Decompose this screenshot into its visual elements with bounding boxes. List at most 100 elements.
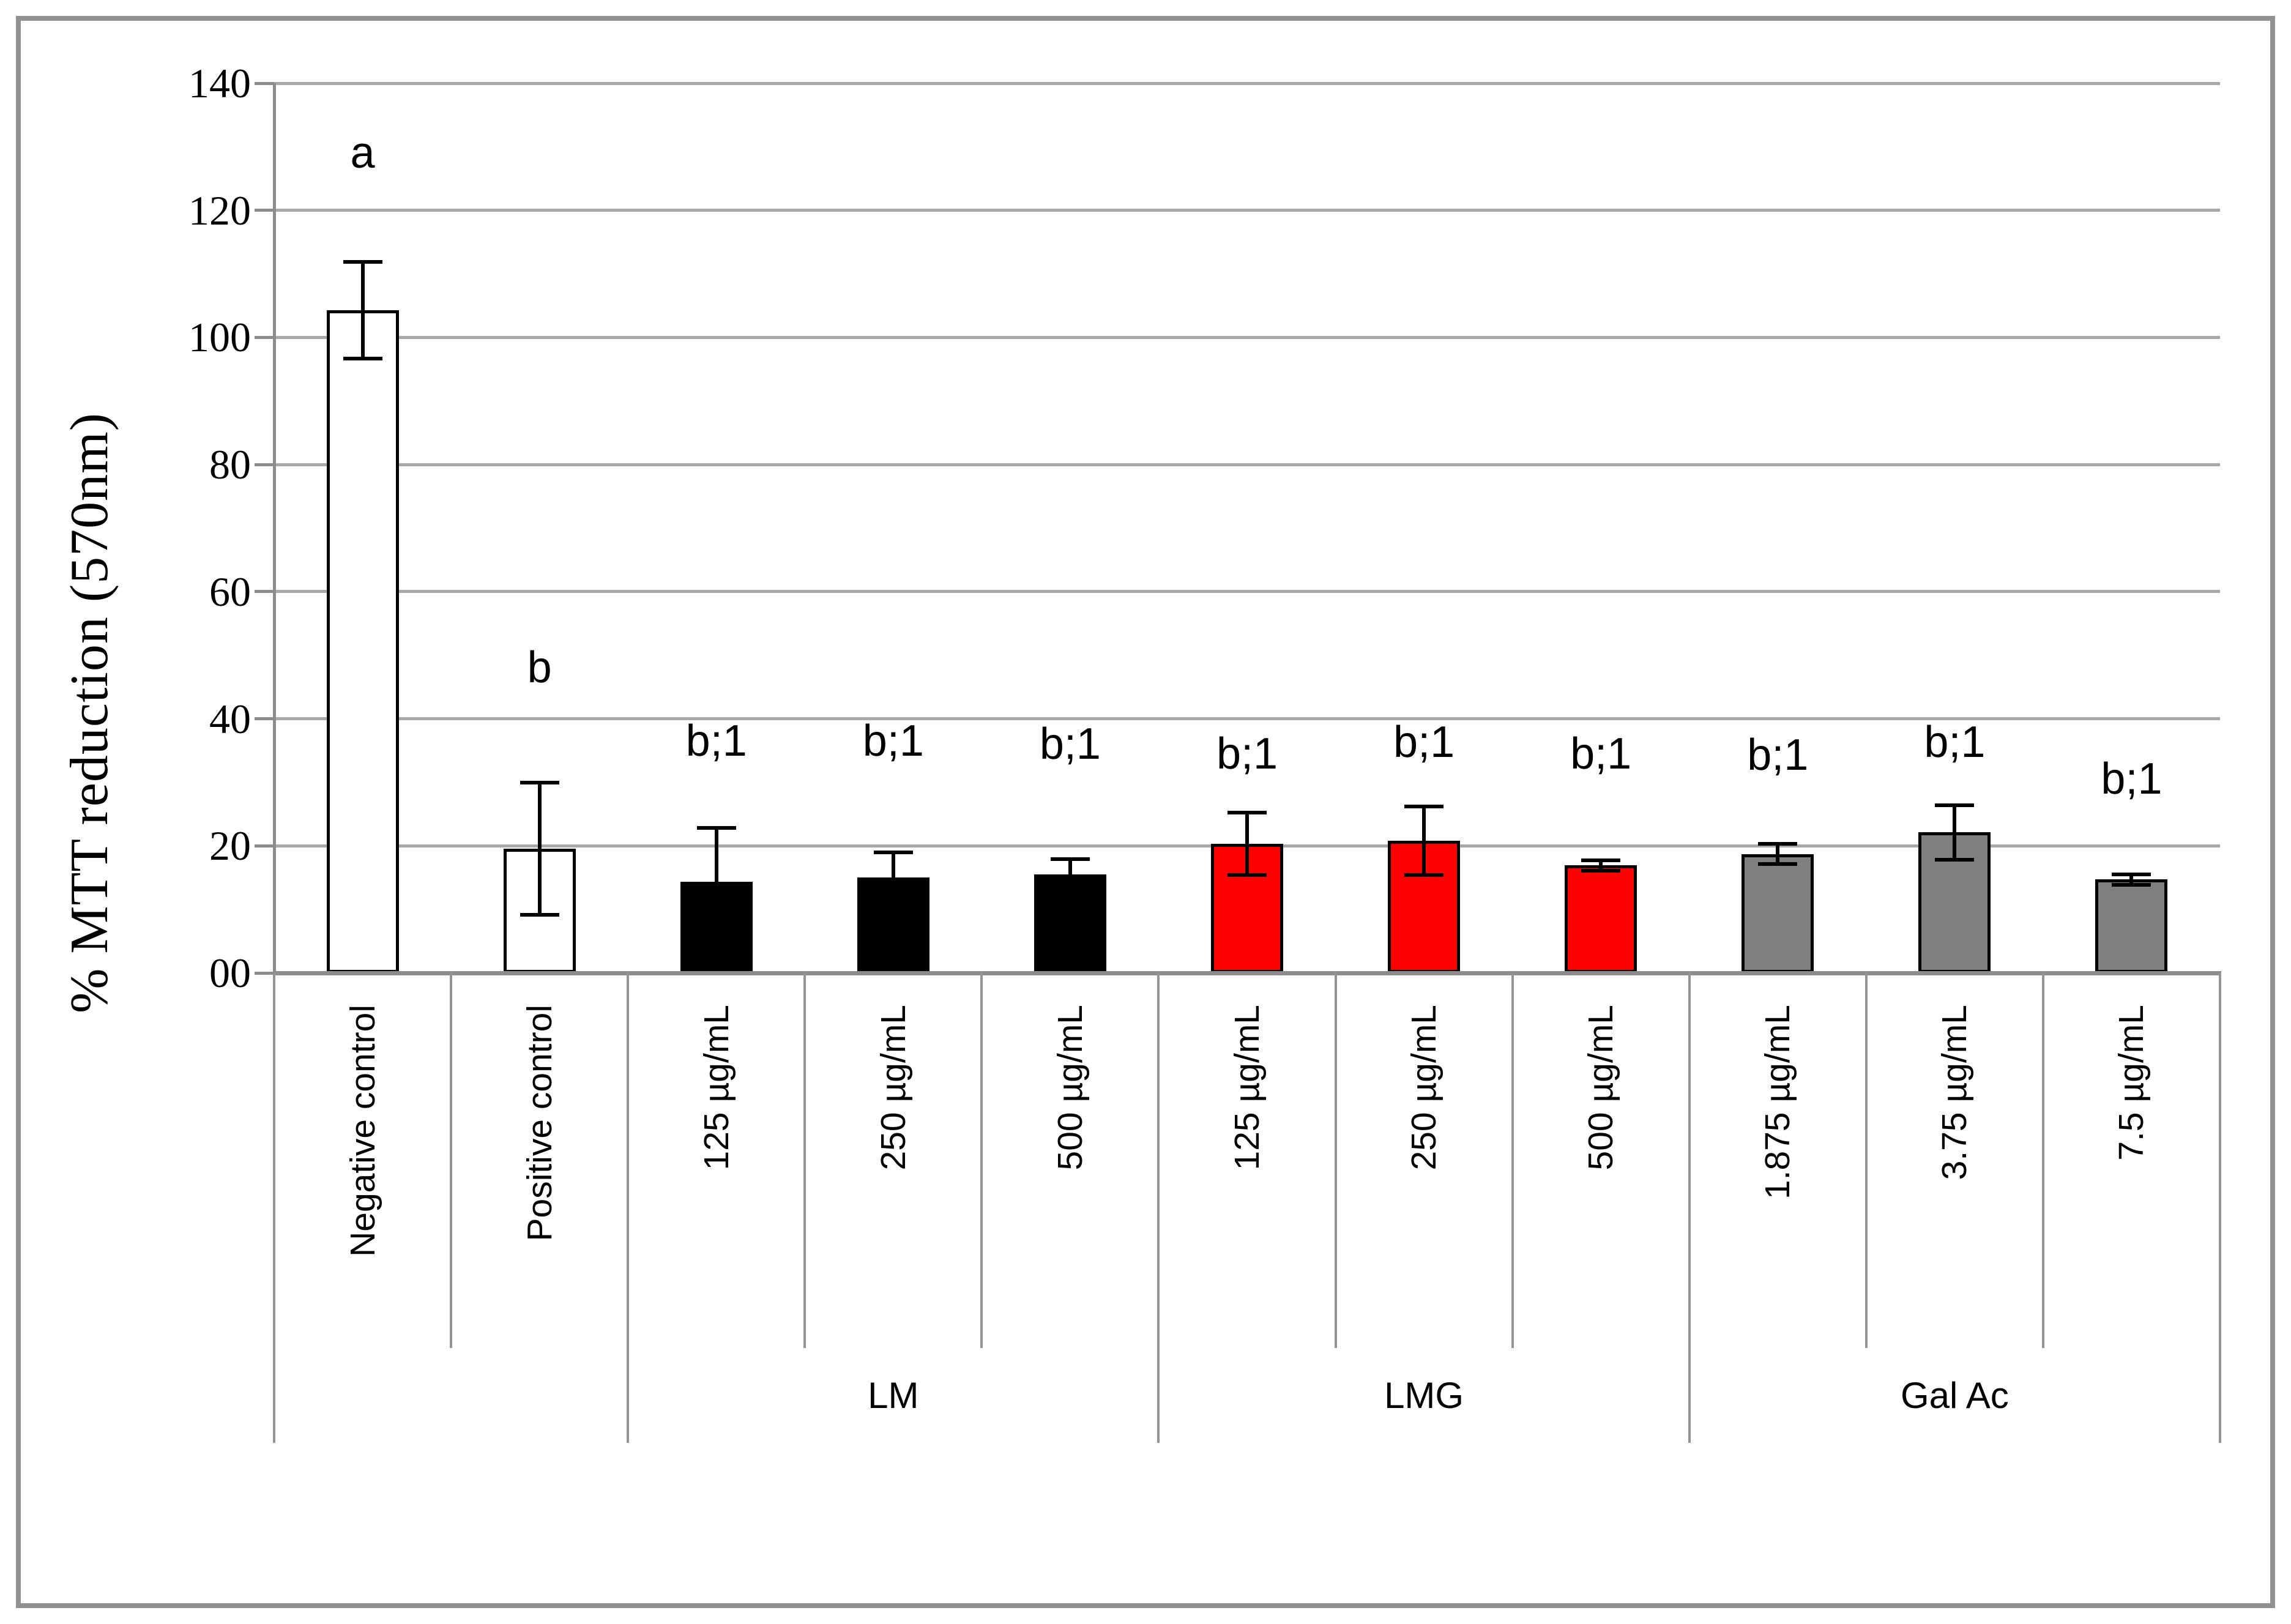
tier2-separator-2	[627, 1348, 630, 1443]
errorbar-cap-top-lmg-125-g-ml	[1227, 811, 1267, 815]
y-tick-mark-140	[255, 81, 274, 85]
category-label-lmg-250-g-ml: 250 µg/mL	[1404, 1005, 1444, 1171]
y-tick-mark-20	[255, 844, 274, 847]
errorbar-line-positive-control	[537, 783, 542, 915]
category-label-lm-500-g-ml: 500 µg/mL	[1050, 1005, 1090, 1171]
tier1-separator-9	[1864, 973, 1868, 1348]
errorbar-cap-top-lm-500-g-ml	[1050, 857, 1090, 862]
tier2-separator-5	[1157, 1348, 1160, 1443]
annotation-gal-ac-1.875-g-ml: b;1	[1747, 730, 1809, 780]
y-tick-label-00: 00	[209, 950, 251, 996]
errorbar-cap-top-lm-125-g-ml	[696, 826, 736, 830]
annotation-negative-control: a	[350, 129, 375, 178]
group-label-gal-ac: Gal Ac	[1900, 1374, 2009, 1416]
errorbar-cap-top-positive-control	[520, 781, 559, 785]
tier1-separator-0	[273, 973, 275, 1348]
tier1-separator-4	[980, 973, 983, 1348]
annotation-lm-250-g-ml: b;1	[862, 716, 924, 765]
gridline-80	[274, 463, 2220, 466]
y-tick-label-120: 120	[188, 187, 251, 234]
category-label-negative-control: Negative control	[343, 1005, 382, 1257]
errorbar-line-lmg-250-g-ml	[1422, 806, 1426, 876]
y-tick-mark-80	[255, 463, 274, 466]
tier1-separator-10	[2041, 973, 2044, 1348]
errorbar-cap-bottom-gal-ac-7.5-g-ml	[2112, 882, 2151, 887]
bar-negative-control	[326, 310, 399, 973]
annotation-lm-125-g-ml: b;1	[685, 716, 747, 765]
errorbar-line-lmg-125-g-ml	[1245, 813, 1249, 876]
errorbar-cap-bottom-gal-ac-1.875-g-ml	[1758, 862, 1798, 866]
tier1-separator-8	[1688, 973, 1691, 1348]
bar-gal-ac-1.875-g-ml	[1742, 854, 1814, 973]
y-tick-label-40: 40	[209, 695, 251, 742]
tier1-separator-11	[2219, 973, 2221, 1348]
errorbar-line-lmg-500-g-ml	[1599, 860, 1603, 871]
errorbar-cap-top-gal-ac-1.875-g-ml	[1758, 842, 1798, 846]
group-label-lm: LM	[868, 1374, 919, 1416]
errorbar-cap-top-lmg-500-g-ml	[1581, 859, 1621, 863]
y-tick-label-100: 100	[188, 314, 251, 361]
errorbar-line-gal-ac-7.5-g-ml	[2129, 874, 2134, 885]
gridline-40	[274, 717, 2220, 721]
y-tick-label-140: 140	[188, 60, 251, 106]
y-tick-mark-60	[255, 590, 274, 594]
y-tick-mark-00	[255, 971, 274, 975]
tier1-separator-5	[1157, 973, 1160, 1348]
errorbar-line-lm-500-g-ml	[1068, 859, 1072, 890]
tier1-separator-6	[1334, 973, 1337, 1348]
errorbar-cap-bottom-lmg-500-g-ml	[1581, 868, 1621, 873]
errorbar-cap-bottom-positive-control	[520, 913, 559, 917]
errorbar-cap-top-lmg-250-g-ml	[1404, 804, 1444, 808]
category-label-lm-125-g-ml: 125 µg/mL	[696, 1005, 736, 1171]
category-label-lmg-125-g-ml: 125 µg/mL	[1227, 1005, 1267, 1171]
errorbar-cap-top-gal-ac-3.75-g-ml	[1935, 803, 1975, 807]
tier2-separator-8	[1688, 1348, 1691, 1443]
tier1-separator-1	[450, 973, 453, 1348]
tier2-separator-0	[273, 1348, 275, 1443]
category-label-lm-250-g-ml: 250 µg/mL	[873, 1005, 913, 1171]
errorbar-cap-bottom-lm-125-g-ml	[696, 934, 736, 938]
y-axis-line	[273, 83, 276, 973]
gridline-120	[274, 209, 2220, 212]
y-tick-label-20: 20	[209, 822, 251, 870]
y-tick-mark-120	[255, 209, 274, 212]
gridline-60	[274, 590, 2220, 594]
annotation-lmg-500-g-ml: b;1	[1570, 729, 1632, 778]
gridline-140	[274, 81, 2220, 85]
category-label-lmg-500-g-ml: 500 µg/mL	[1581, 1005, 1621, 1171]
tier1-separator-3	[803, 973, 807, 1348]
annotation-lm-500-g-ml: b;1	[1039, 720, 1101, 769]
category-label-gal-ac-7.5-g-ml: 7.5 µg/mL	[2112, 1005, 2151, 1161]
x-axis-line	[273, 971, 2221, 975]
gridline-100	[274, 335, 2220, 339]
y-tick-label-80: 80	[209, 441, 251, 488]
annotation-positive-control: b	[527, 643, 552, 693]
bar-lmg-500-g-ml	[1565, 865, 1637, 973]
category-label-positive-control: Positive control	[520, 1005, 559, 1242]
errorbar-cap-bottom-lm-500-g-ml	[1050, 887, 1090, 892]
errorbar-cap-top-lm-250-g-ml	[873, 850, 913, 854]
figure-border	[16, 16, 2275, 1608]
errorbar-line-negative-control	[360, 261, 365, 359]
y-tick-mark-40	[255, 717, 274, 721]
errorbar-cap-bottom-gal-ac-3.75-g-ml	[1935, 858, 1975, 862]
tier2-separator-11	[2219, 1348, 2221, 1443]
errorbar-cap-bottom-lmg-125-g-ml	[1227, 873, 1267, 877]
errorbar-line-lm-250-g-ml	[891, 852, 895, 903]
annotation-gal-ac-7.5-g-ml: b;1	[2101, 754, 2162, 804]
tier1-separator-7	[1511, 973, 1514, 1348]
errorbar-cap-bottom-lmg-250-g-ml	[1404, 873, 1444, 877]
annotation-lmg-125-g-ml: b;1	[1216, 729, 1278, 778]
tier1-separator-2	[627, 973, 630, 1348]
category-label-gal-ac-1.875-g-ml: 1.875 µg/mL	[1758, 1005, 1798, 1200]
errorbar-line-gal-ac-3.75-g-ml	[1953, 805, 1957, 860]
annotation-lmg-250-g-ml: b;1	[1393, 717, 1455, 767]
category-label-gal-ac-3.75-g-ml: 3.75 µg/mL	[1935, 1005, 1975, 1180]
errorbar-cap-bottom-negative-control	[343, 356, 382, 360]
errorbar-cap-top-negative-control	[343, 259, 382, 264]
errorbar-cap-bottom-lm-250-g-ml	[873, 901, 913, 905]
errorbar-line-gal-ac-1.875-g-ml	[1776, 844, 1780, 865]
errorbar-cap-top-gal-ac-7.5-g-ml	[2112, 873, 2151, 877]
y-tick-label-60: 60	[209, 568, 251, 615]
